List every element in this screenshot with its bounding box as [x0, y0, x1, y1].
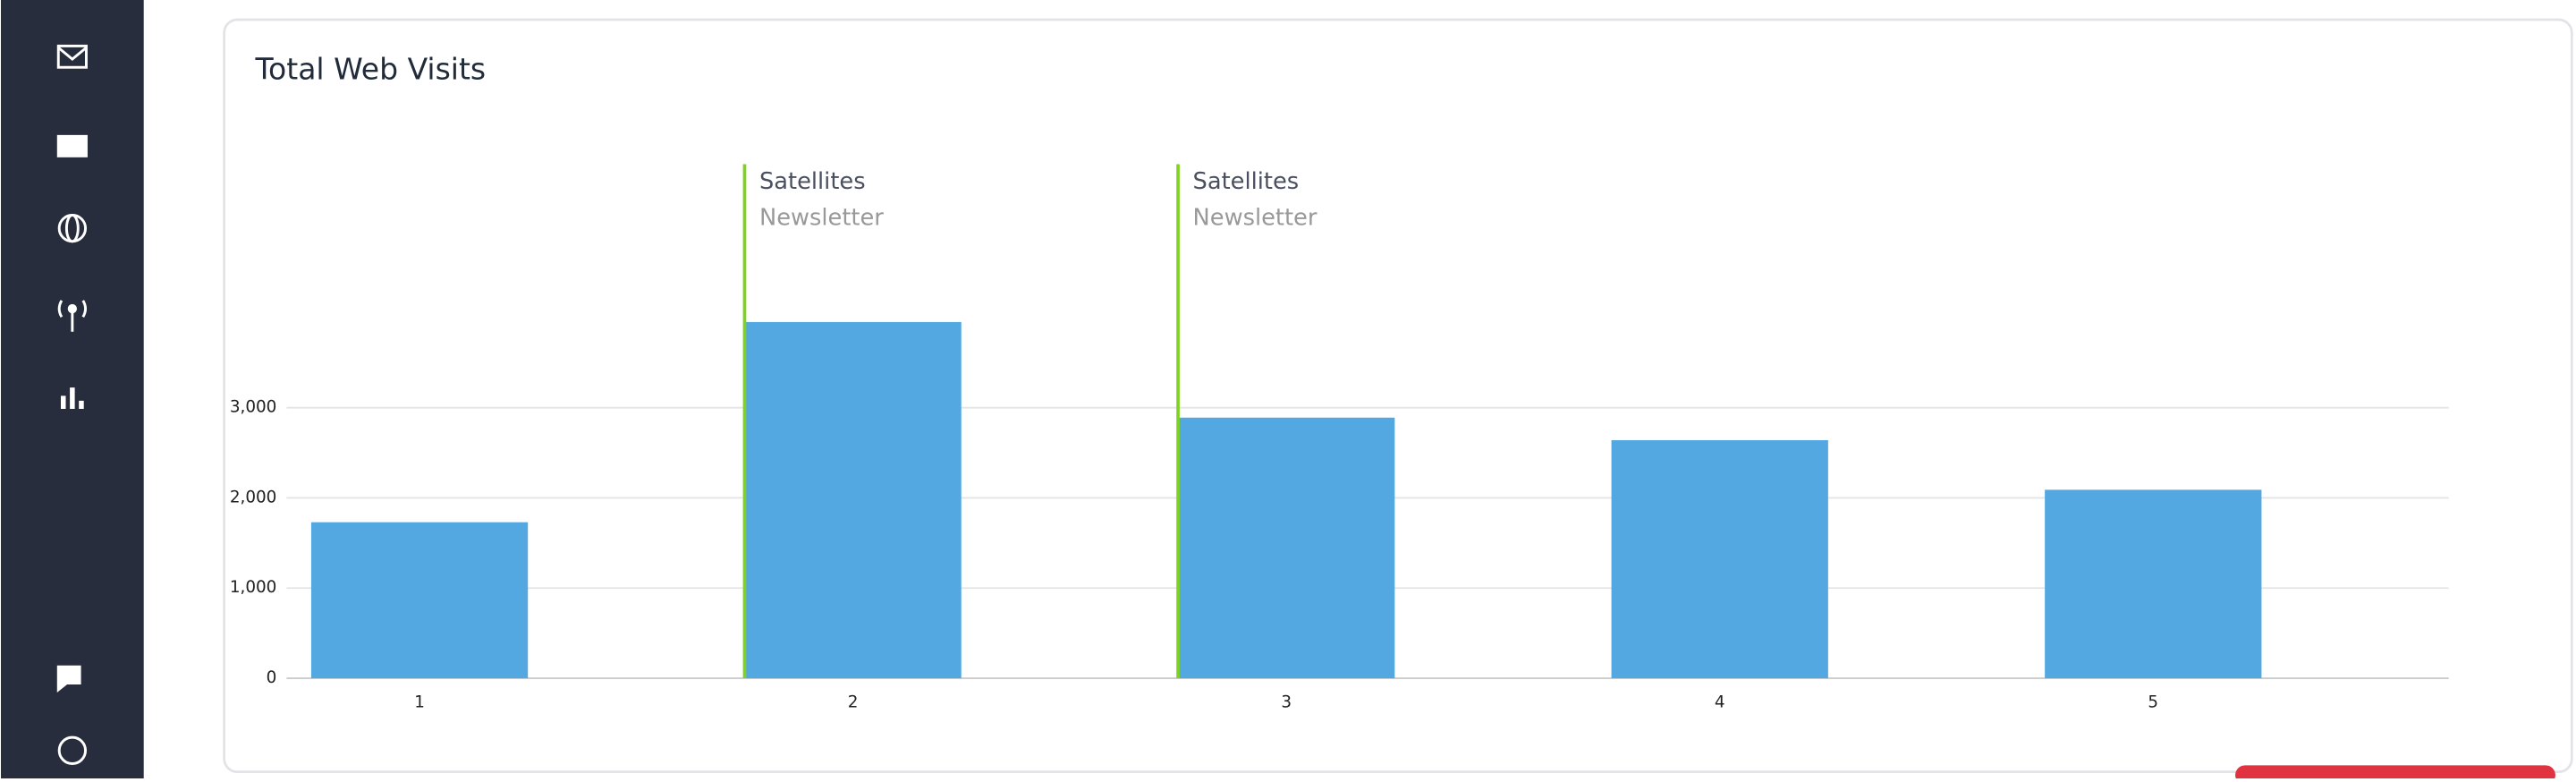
mail-icon[interactable]: [56, 44, 88, 69]
antenna-icon-waves: [57, 300, 88, 318]
x-tick-label: 3: [1281, 693, 1292, 712]
x-tick-label: 5: [2148, 693, 2158, 712]
globe-icon-meridian: [64, 213, 80, 243]
y-tick-label: 0: [267, 668, 277, 687]
stats-icon[interactable]: [61, 387, 84, 410]
bar: [1178, 417, 1395, 679]
x-tick-label: 2: [848, 693, 859, 712]
x-tick-label: 4: [1715, 693, 1725, 712]
sidebar-icons: [56, 44, 88, 765]
antenna-icon-head: [67, 303, 77, 314]
bar: [1611, 439, 1828, 679]
bar: [310, 522, 529, 679]
action-button[interactable]: [2235, 765, 2555, 782]
x-tick-label: 1: [414, 693, 425, 712]
bar: [2045, 489, 2262, 679]
annotation-title: Satellites: [1193, 168, 1300, 195]
y-tick-label: 1,000: [230, 578, 277, 597]
chat-icon[interactable]: [56, 665, 81, 693]
annotation-subtitle: Newsletter: [759, 205, 884, 232]
y-tick-label: 2,000: [230, 488, 277, 506]
help-icon[interactable]: [57, 735, 88, 765]
mail-icon-flap: [57, 47, 88, 61]
annotation-title: Satellites: [759, 168, 866, 195]
briefcase-icon[interactable]: [56, 134, 88, 157]
y-tick-label: 3,000: [230, 398, 277, 417]
annotation-subtitle: Newsletter: [1193, 205, 1318, 232]
bar: [744, 321, 962, 679]
chart-title: Total Web Visits: [255, 51, 487, 86]
